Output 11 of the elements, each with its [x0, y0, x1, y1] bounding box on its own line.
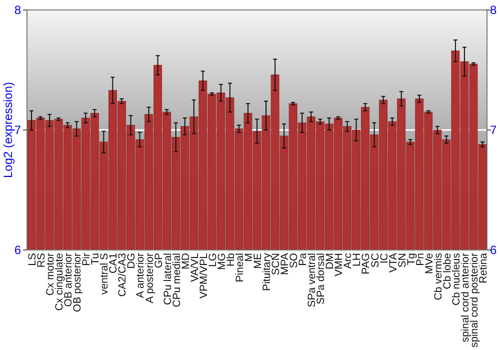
- y-tick-label: 7: [14, 123, 22, 138]
- y-tick-label: 6: [14, 243, 22, 258]
- x-tick-label: OB posterior: [72, 252, 84, 312]
- y2-tick-label: 8: [490, 3, 497, 18]
- x-tick-label: RS: [36, 253, 48, 268]
- y2-tick-label: 6: [490, 243, 497, 258]
- x-tick-label: Pituitary: [261, 252, 274, 291]
- x-tick-label: ME: [252, 253, 264, 269]
- y-tick-label: 8: [14, 3, 22, 18]
- y-axis-title: Log2 (expression): [1, 82, 15, 178]
- y2-tick-label: 7: [490, 123, 497, 138]
